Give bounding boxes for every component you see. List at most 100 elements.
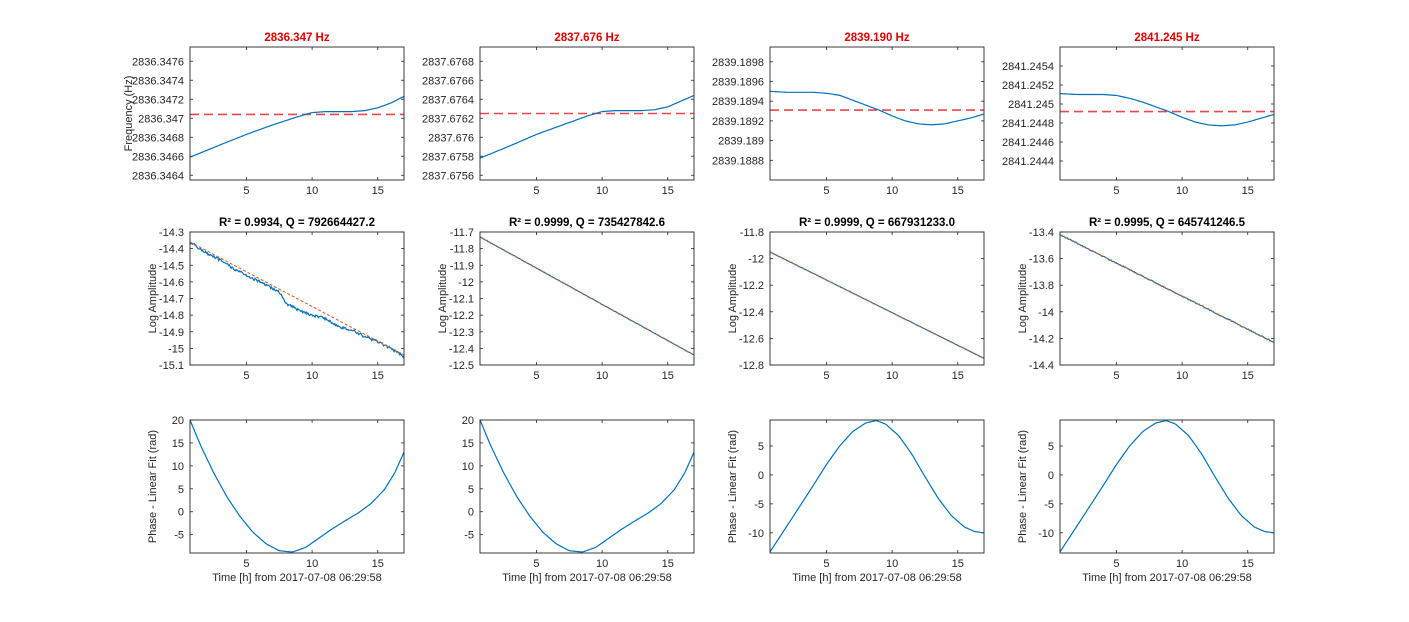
y-tick-label: -5 [174,530,184,542]
y-tick-label: 0 [178,507,184,519]
axes-frame [769,46,985,181]
y-tick-label: 2836.3466 [132,151,184,163]
plot-area [480,420,694,553]
axes-frame [189,46,405,181]
y-tick-label: -14.7 [159,294,184,306]
y-axis-label: Phase - Linear Fit (rad) [147,430,159,543]
y-tick-label: -10 [748,528,764,540]
data-layer [480,236,694,356]
data-layer [190,241,404,359]
y-axis-label: Phase - Linear Fit (rad) [1017,430,1029,543]
plot-area [770,420,984,553]
y-tick-label: 2836.3476 [132,56,184,68]
plot-area [770,232,984,365]
y-tick-label: 2841.2454 [1002,61,1054,73]
data-series-line [770,420,984,553]
y-tick-label: -11.7 [450,227,474,239]
y-tick-label: -11.8 [740,227,764,239]
y-tick-label: 2841.245 [1008,99,1054,111]
y-tick-label: 2841.2446 [1002,137,1054,149]
axes-frame [1059,419,1275,554]
y-tick-label: 2837.6762 [422,113,474,125]
axes-title: R² = 0.9999, Q = 735427842.6 [509,217,665,229]
y-tick-label: 2841.2452 [1002,80,1054,92]
x-tick-label: 10 [596,558,608,570]
y-tick-label: 2836.3474 [132,75,184,87]
axes-frame [769,419,985,554]
plot-area [190,47,404,180]
y-tick-label: 2837.6766 [422,75,474,87]
data-layer [480,94,694,159]
data-layer [190,420,404,553]
y-tick-label: -14 [1038,307,1054,319]
data-series-line [190,420,404,553]
y-axis-label: Log Amplitude [147,264,159,334]
y-tick-label: -14.4 [159,244,184,256]
y-axis-label: Log Amplitude [1017,264,1029,334]
y-tick-label: -12.2 [739,280,764,292]
axes-title: R² = 0.9995, Q = 645741246.5 [1089,217,1246,229]
axes-frame [189,419,405,554]
y-tick-label: 0 [468,507,474,519]
x-tick-label: 5 [243,558,249,570]
x-tick-label: 10 [886,558,898,570]
y-tick-label: -10 [1038,528,1054,540]
y-tick-label: -11.9 [450,260,474,272]
data-series-line [480,94,694,159]
x-tick-label: 15 [662,185,674,197]
y-tick-label: -14.5 [159,260,184,272]
y-tick-label: 0 [758,470,764,482]
x-tick-label: 5 [533,185,539,197]
y-tick-label: 2837.676 [428,132,474,144]
x-tick-label: 15 [1242,370,1254,382]
x-tick-label: 15 [1242,185,1254,197]
x-axis-label: Time [h] from 2017-07-08 06:29:58 [212,572,382,584]
x-axis-label: Time [h] from 2017-07-08 06:29:58 [792,572,962,584]
x-tick-label: 10 [596,370,608,382]
x-axis-label: Time [h] from 2017-07-08 06:29:58 [1082,572,1252,584]
x-tick-label: 10 [886,370,898,382]
y-tick-label: 2837.6758 [422,151,474,163]
axes-frame [479,46,695,181]
panel-r1c3: 5 10 15 2839.1888 2839.189 2839.1892 2839.1894… [712,32,985,197]
panel-r1c2: 5 10 15 2837.6756 2837.6758 2837.676 2837.6762… [422,32,695,197]
axes-frame [479,419,695,554]
axes-frame [479,231,695,366]
y-tick-label: -12 [748,254,764,266]
y-tick-label: 20 [172,415,184,427]
y-tick-label: -5 [1044,499,1054,511]
panel-r1c4: 5 10 15 2841.2444 2841.2446 2841.2448 2841.245… [1002,32,1275,197]
y-tick-label: 2839.1896 [712,76,764,88]
y-tick-label: 10 [172,461,184,473]
y-tick-label: -12.5 [449,360,474,372]
y-tick-label: -14.8 [159,310,184,322]
data-series-line [1060,420,1274,553]
panel-r2c1: 5 10 15 -15.1 -15 -14.9 -14.8 -14.7 -14.6 -14.5 -1… [147,217,405,382]
y-tick-label: -15 [168,343,184,355]
data-series-line [1060,92,1274,127]
y-tick-label: 2836.347 [138,113,184,125]
y-tick-label: -12 [458,277,474,289]
fit-line [480,236,694,356]
axes-frame [769,231,985,366]
y-tick-label: 5 [1048,441,1054,453]
panel-r2c3: 5 10 15 -12.8 -12.6 -12.4 -12.2 -12 -11.8 R² = 0.… [727,217,985,382]
x-tick-label: 15 [662,558,674,570]
data-layer [770,420,984,553]
y-tick-label: 10 [462,461,474,473]
y-tick-label: -5 [754,499,764,511]
x-tick-label: 5 [823,185,829,197]
data-layer [770,251,984,359]
y-tick-label: -12.8 [739,360,764,372]
y-tick-label: -13.6 [1029,254,1054,266]
x-tick-label: 10 [306,185,318,197]
plot-area [190,420,404,553]
x-tick-label: 10 [1176,558,1188,570]
data-series-line [770,251,984,359]
panel-r3c1: 5 10 15 -5 0 5 10 15 20 Phase - Linear Fit (rad) T… [147,415,405,584]
y-tick-label: 2836.3464 [132,170,184,182]
panel-r3c3: 5 10 15 -10 -5 0 5 Phase - Linear Fit (rad) Time… [727,419,985,584]
y-tick-label: -12.1 [449,294,474,306]
data-series-line [480,420,694,553]
